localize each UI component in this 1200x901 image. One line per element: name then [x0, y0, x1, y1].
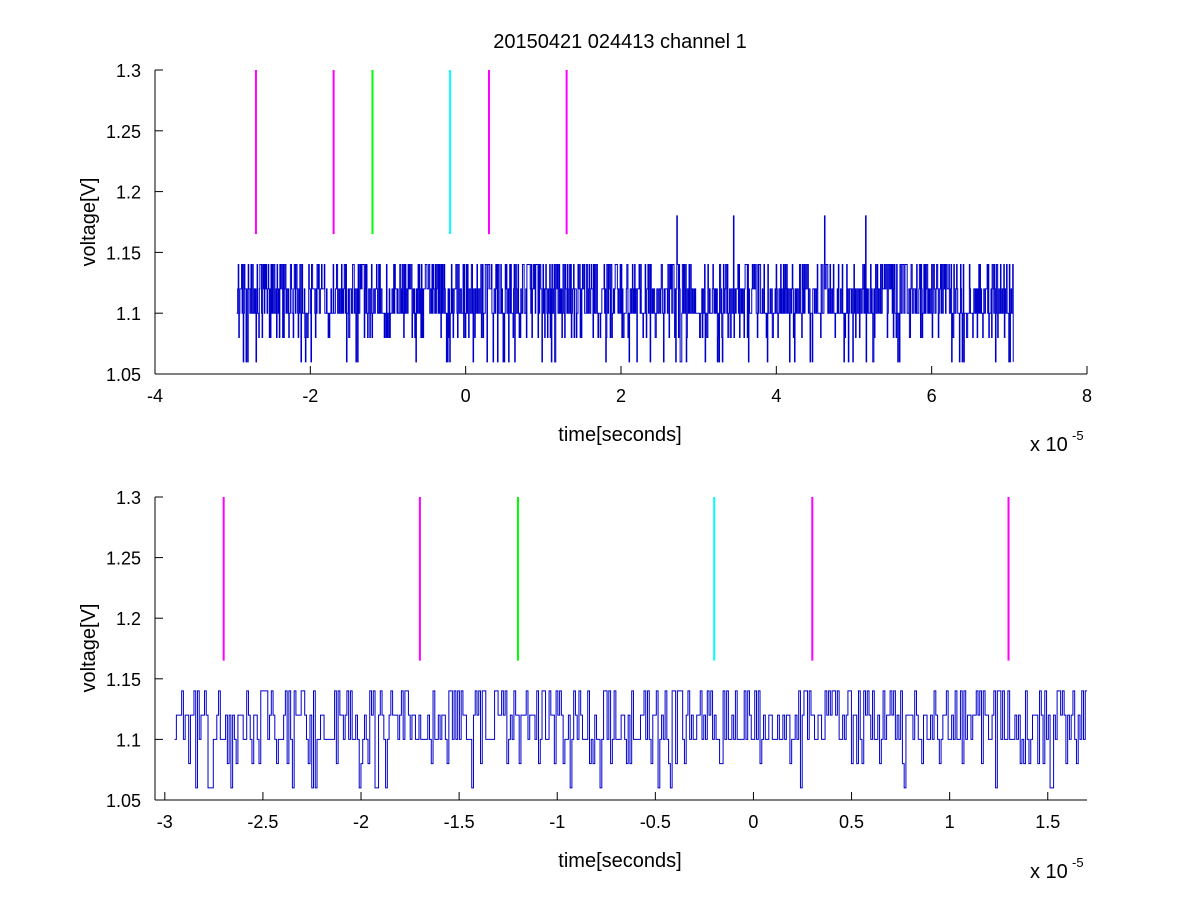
- top-signal-trace: [236, 215, 1014, 363]
- bottom-signal-trace: [174, 690, 1087, 789]
- x-tick-label: -1.5: [444, 812, 475, 832]
- chart-title: 20150421 024413 channel 1: [493, 31, 747, 53]
- y-tick-label: 1.3: [116, 488, 141, 508]
- y-tick-label: 1.05: [106, 791, 141, 811]
- y-tick-label: 1.15: [106, 670, 141, 690]
- x-tick-label: -1: [549, 812, 565, 832]
- x-tick-label: 2: [616, 386, 626, 406]
- y-tick-label: 1.05: [106, 365, 141, 385]
- x-tick-label: 0: [461, 386, 471, 406]
- x-tick-label: -2: [302, 386, 318, 406]
- x-tick-label: 8: [1082, 386, 1092, 406]
- top-x-exponent-base: x 10: [1030, 434, 1068, 456]
- y-tick-label: 1.1: [116, 730, 141, 750]
- x-tick-label: -4: [147, 386, 163, 406]
- x-tick-label: 1.5: [1035, 812, 1060, 832]
- top-event-markers: [254, 70, 568, 235]
- signal-line: [236, 215, 1014, 363]
- x-tick-label: 0.5: [839, 812, 864, 832]
- signal-line: [174, 690, 1087, 789]
- x-tick-label: 1: [945, 812, 955, 832]
- x-tick-label: -0.5: [640, 812, 671, 832]
- y-tick-label: 1.25: [106, 549, 141, 569]
- bottom-x-axis-label: time[seconds]: [558, 850, 681, 872]
- bottom-event-markers: [222, 497, 1010, 661]
- x-tick-label: 4: [771, 386, 781, 406]
- y-tick-label: 1.3: [116, 61, 141, 81]
- top-axes: [154, 69, 1088, 375]
- bottom-axes: [154, 496, 1087, 801]
- x-tick-label: 0: [748, 812, 758, 832]
- top-tick-labels: -4 -2 0 2 4 6 8 1.05 1.1 1.15 1.2 1.25 1.3: [106, 61, 1092, 406]
- bottom-subplot: -3 -2.5 -2 -1.5 -1 -0.5 0 0.5 1 1.5 1.05 1.1 1.15 1.2…: [78, 488, 1087, 883]
- x-tick-label: -2.5: [247, 812, 278, 832]
- top-subplot: -4 -2 0 2 4 6 8 1.05 1.1 1.15 1.2 1.25 1.3 time[seco…: [78, 61, 1092, 456]
- y-tick-label: 1.2: [116, 183, 141, 203]
- y-tick-label: 1.15: [106, 243, 141, 263]
- x-tick-label: -3: [157, 812, 173, 832]
- top-x-exponent-power: -5: [1072, 428, 1084, 443]
- top-y-axis-label: voltage[V]: [78, 178, 100, 267]
- y-tick-label: 1.25: [106, 122, 141, 142]
- top-x-axis-label: time[seconds]: [558, 424, 681, 446]
- y-tick-label: 1.1: [116, 304, 141, 324]
- x-tick-label: -2: [353, 812, 369, 832]
- bottom-x-exponent-power: -5: [1072, 855, 1084, 870]
- bottom-tick-labels: -3 -2.5 -2 -1.5 -1 -0.5 0 0.5 1 1.5 1.05 1.1 1.15 1.2…: [106, 488, 1060, 832]
- x-tick-label: 6: [927, 386, 937, 406]
- bottom-x-exponent-base: x 10: [1030, 861, 1068, 883]
- y-tick-label: 1.2: [116, 609, 141, 629]
- bottom-y-axis-label: voltage[V]: [78, 604, 100, 693]
